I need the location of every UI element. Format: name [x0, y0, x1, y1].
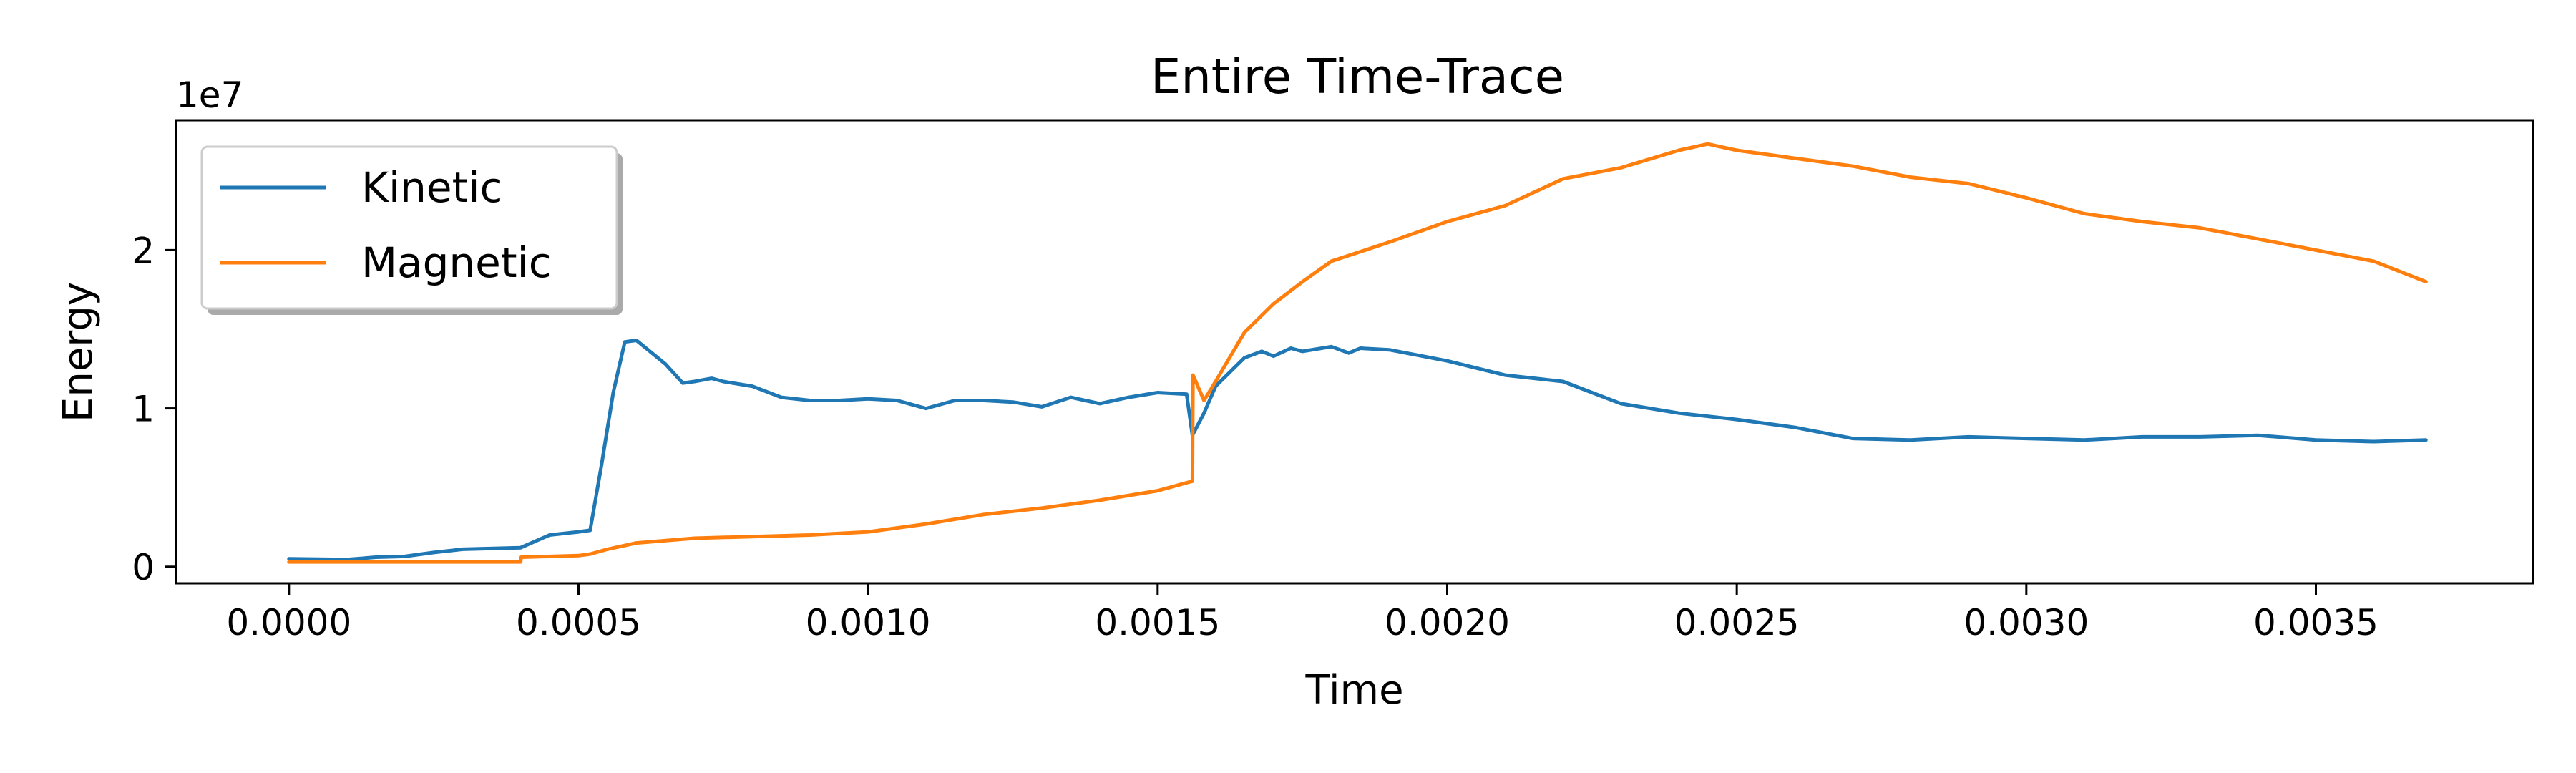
x-axis-title: Time: [1304, 667, 1403, 714]
chart-title: Entire Time-Trace: [1151, 49, 1564, 104]
x-tick-label: 0.0035: [2253, 602, 2379, 643]
x-tick-label: 0.0025: [1674, 602, 1800, 643]
legend: Kinetic Magnetic: [200, 145, 623, 315]
x-tick-label: 0.0000: [226, 602, 351, 643]
series-line-kinetic: [287, 339, 2428, 562]
y-offset-label: 1e7: [176, 74, 243, 116]
x-tick-label: 0.0010: [806, 602, 931, 643]
y-tick-label: 1: [132, 389, 155, 430]
x-tick-label: 0.0020: [1385, 602, 1510, 643]
x-tick-label: 0.0030: [1963, 602, 2089, 643]
y-axis: 0 1 2: [132, 230, 176, 588]
plot-frame: [175, 119, 2534, 585]
x-tick-label: 0.0015: [1095, 602, 1220, 643]
series-line-magnetic: [287, 142, 2428, 564]
legend-label-kinetic: Kinetic: [361, 163, 502, 212]
x-tick-label: 0.0005: [516, 602, 641, 643]
y-tick-label: 0: [132, 547, 155, 588]
legend-label-magnetic: Magnetic: [361, 238, 552, 287]
plot-area: [287, 142, 2428, 564]
y-tick-label: 2: [132, 230, 155, 271]
y-axis-title: Energy: [55, 282, 102, 422]
x-axis: 0.0000 0.0005 0.0010 0.0015 0.0020 0.0025 0.00…: [226, 583, 2379, 643]
